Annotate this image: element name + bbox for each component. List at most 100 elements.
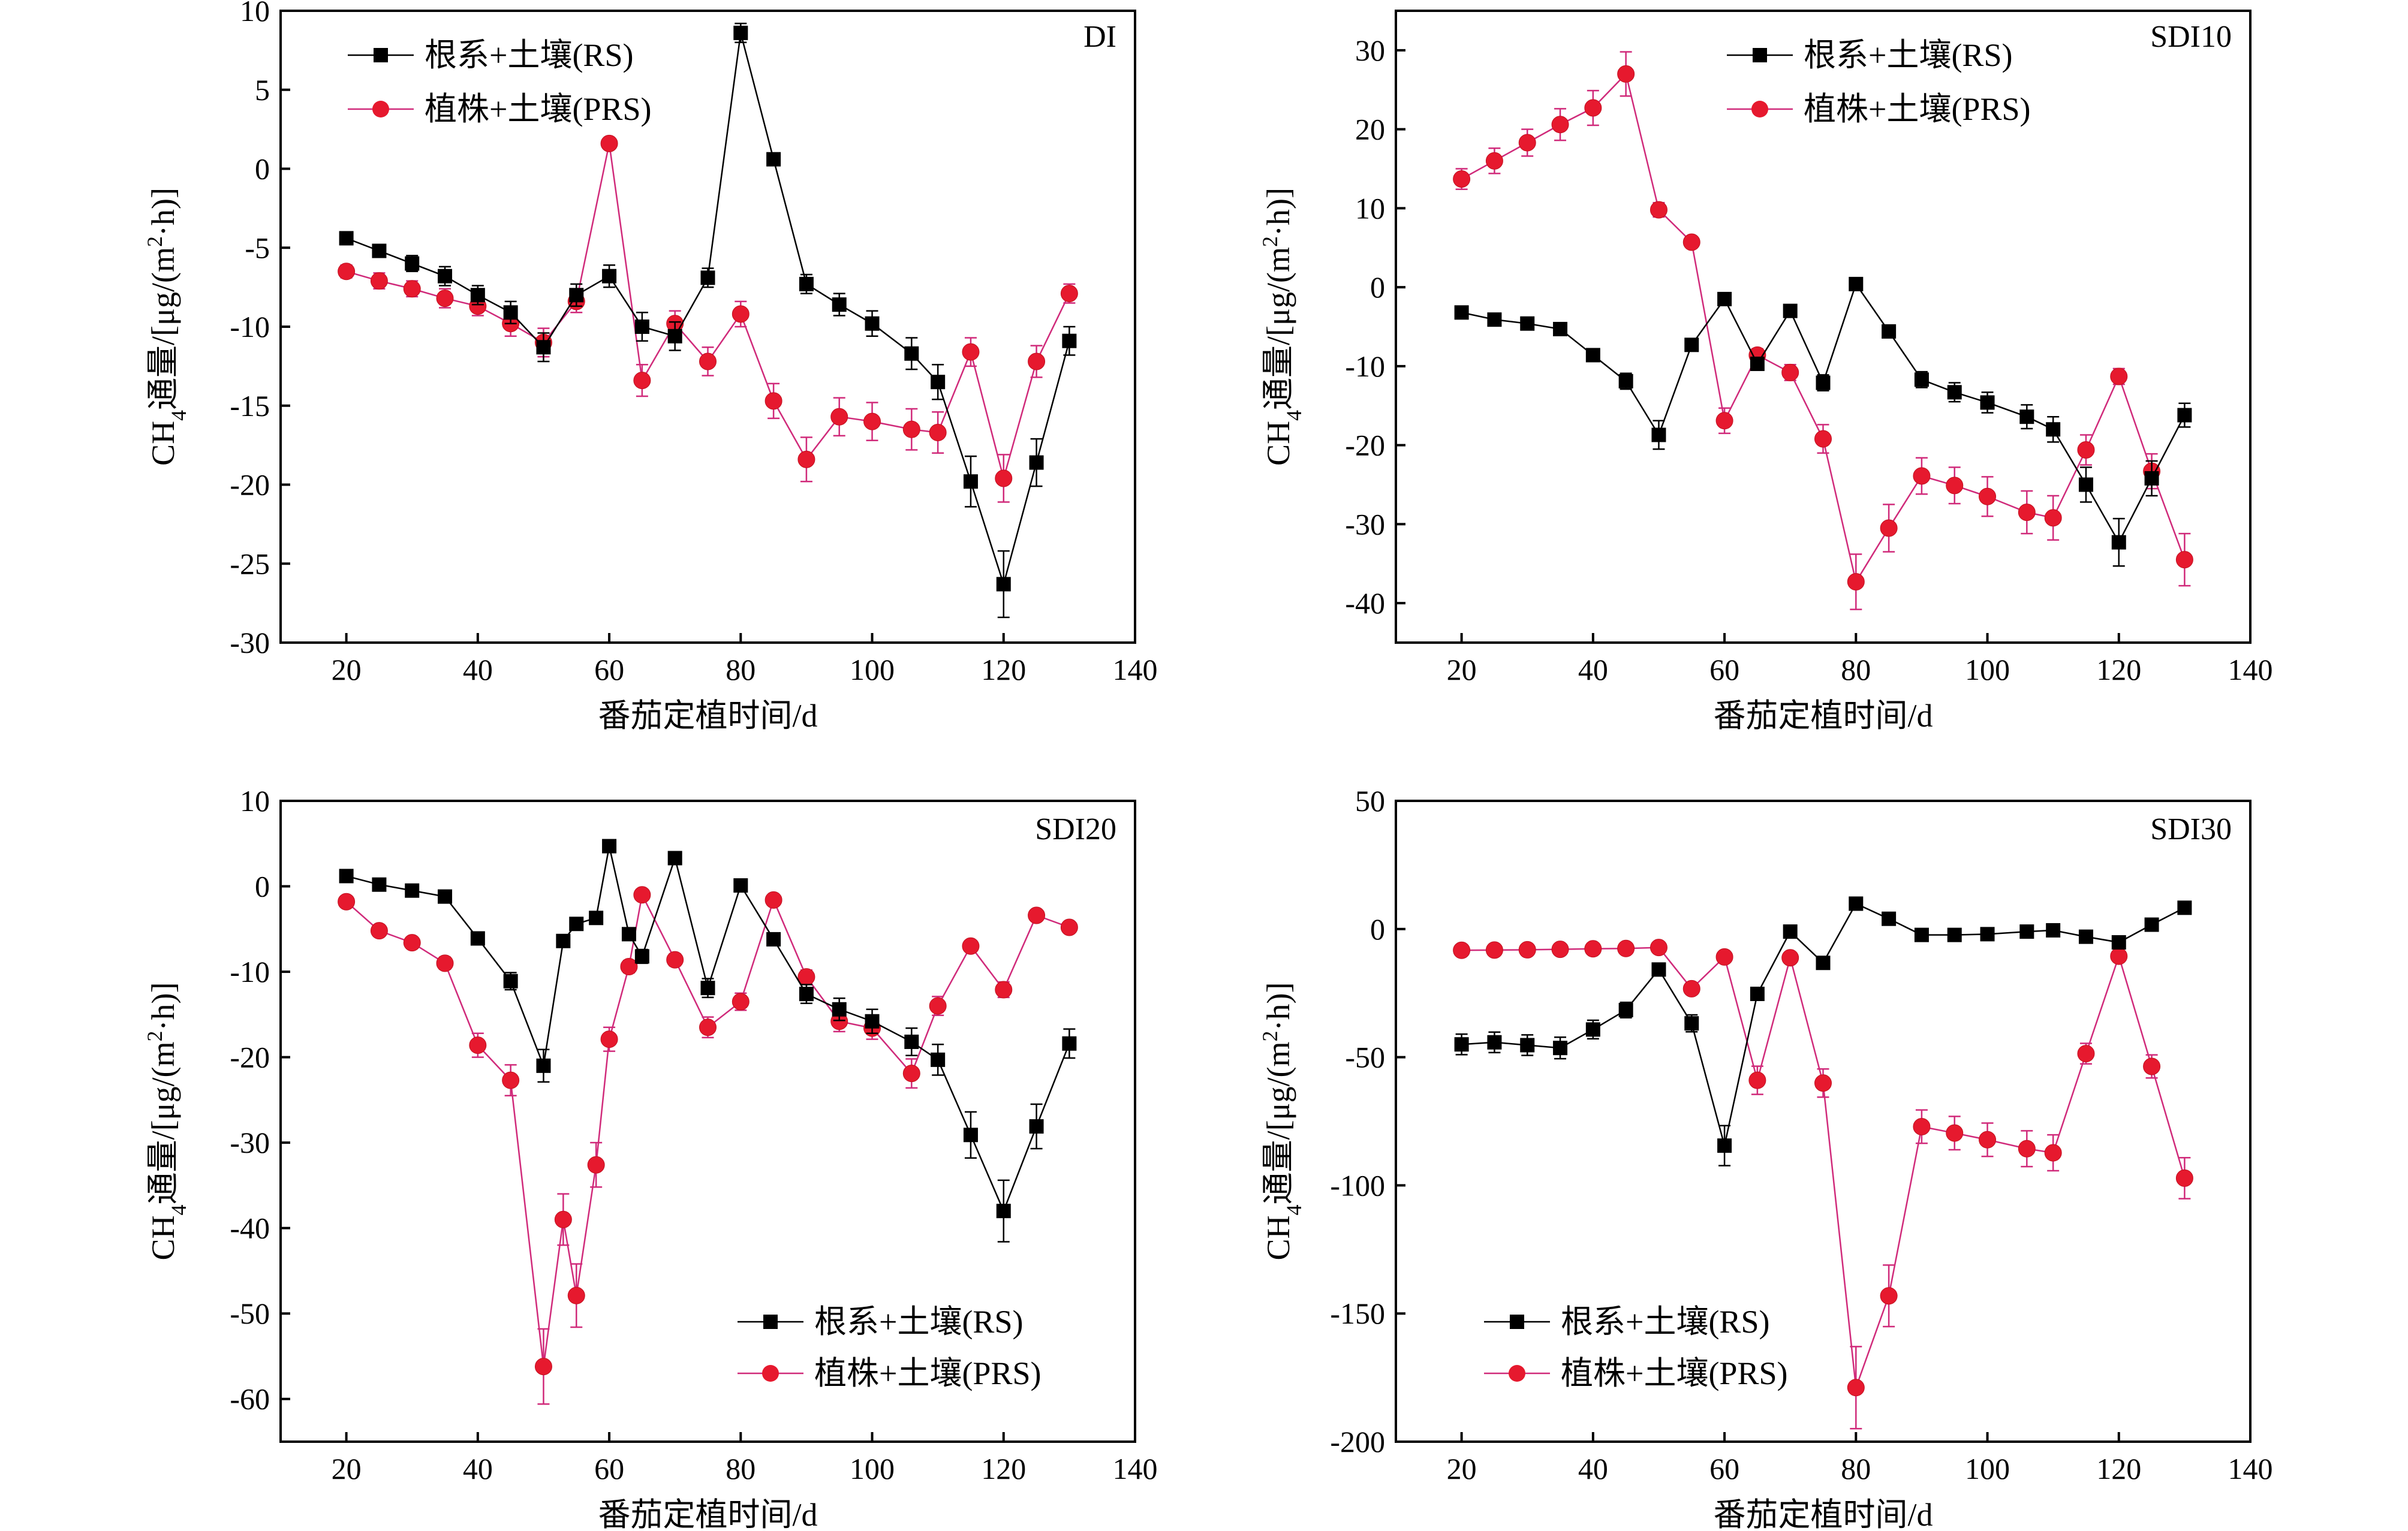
data-point-rs: [1454, 305, 1469, 320]
data-point-prs: [732, 993, 750, 1011]
data-point-rs: [832, 297, 847, 312]
y-tick-label: -40: [1345, 586, 1385, 620]
data-point-prs: [1551, 116, 1569, 134]
legend-label-rs: 根系+土壤(RS): [1804, 37, 2012, 73]
data-point-rs: [700, 981, 715, 996]
data-point-rs: [1914, 927, 1929, 942]
data-point-prs: [370, 272, 388, 290]
data-point-rs: [1651, 962, 1666, 977]
panel-label: SDI30: [2150, 812, 2232, 846]
data-point-rs: [1520, 316, 1535, 331]
y-tick-label: -10: [230, 955, 270, 988]
data-point-prs: [995, 469, 1013, 487]
data-point-prs: [1584, 99, 1602, 117]
x-tick-label: 60: [1709, 653, 1739, 686]
x-tick-label: 140: [2228, 653, 2273, 686]
data-point-rs: [569, 288, 584, 303]
data-point-rs: [700, 270, 715, 285]
data-point-rs: [1553, 321, 1568, 336]
legend-label-prs: 植株+土壤(PRS): [425, 91, 652, 127]
data-point-prs: [600, 1030, 618, 1048]
data-point-rs: [1947, 927, 1962, 942]
data-point-prs: [1617, 65, 1635, 83]
x-tick-label: 40: [1578, 653, 1608, 686]
data-point-rs: [1618, 1002, 1633, 1017]
data-point-prs: [1551, 941, 1569, 959]
x-tick-label: 60: [594, 1452, 624, 1485]
data-point-rs: [1062, 1036, 1077, 1051]
data-point-prs: [2110, 367, 2128, 385]
data-point-prs: [1979, 487, 1997, 505]
data-point-prs: [1518, 134, 1536, 152]
data-point-prs: [2143, 1057, 2161, 1075]
y-tick-label: -15: [230, 389, 270, 423]
data-point-prs: [764, 891, 782, 909]
data-point-rs: [1684, 337, 1699, 352]
data-point-rs: [602, 839, 617, 854]
series-line-prs: [346, 143, 1070, 481]
x-tick-label: 20: [1447, 1452, 1477, 1485]
data-point-prs: [1847, 573, 1865, 591]
data-point-rs: [1553, 1041, 1568, 1056]
legend-label-prs: 植株+土壤(PRS): [1804, 91, 2031, 127]
y-tick-label: 20: [1355, 113, 1385, 146]
data-point-rs: [2144, 471, 2159, 486]
data-point-rs: [1684, 1016, 1699, 1031]
data-point-prs: [1781, 363, 1799, 381]
y-tick-label: 10: [240, 784, 270, 818]
data-point-rs: [536, 340, 551, 355]
data-point-rs: [931, 375, 946, 390]
data-point-prs: [1946, 477, 1964, 495]
y-tick-label: 5: [255, 73, 270, 107]
y-tick-label: -40: [230, 1211, 270, 1245]
data-point-prs: [2077, 1045, 2095, 1063]
data-point-prs: [902, 420, 920, 438]
data-point-rs: [470, 288, 485, 303]
chart-panel-sdi10: 20 40 60 80 100 120 140 -40 -30 -20 -10 0 10 20 30 番茄定植…: [1258, 10, 2273, 734]
data-point-rs: [2078, 477, 2093, 492]
data-point-rs: [733, 25, 748, 40]
data-point-rs: [2111, 935, 2126, 950]
data-point-rs: [832, 1002, 847, 1017]
data-point-prs: [1453, 170, 1471, 188]
data-point-rs: [503, 305, 518, 320]
data-point-prs: [554, 1210, 572, 1228]
y-axis-title: CH4通量/[μg/(m2·h)]: [143, 188, 191, 466]
panel-label: SDI10: [2150, 20, 2232, 54]
x-tick-label: 80: [1841, 1452, 1871, 1485]
data-point-rs: [1618, 373, 1633, 388]
data-point-rs: [996, 1204, 1011, 1219]
data-point-rs: [438, 269, 453, 284]
x-tick-label: 60: [594, 653, 624, 686]
x-axis-title: 番茄定植时间/d: [598, 698, 817, 734]
data-point-rs: [766, 152, 781, 167]
legend: 根系+土壤(RS) 植株+土壤(PRS): [348, 37, 652, 127]
x-tick-label: 100: [850, 1452, 895, 1485]
data-point-prs: [1781, 949, 1799, 967]
data-point-rs: [2111, 535, 2126, 550]
series-rs: [339, 22, 1077, 619]
data-point-prs: [2018, 1140, 2036, 1158]
data-point-rs: [1980, 395, 1995, 410]
data-point-rs: [1029, 1119, 1044, 1134]
data-point-rs: [733, 878, 748, 893]
data-point-prs: [699, 352, 717, 370]
data-point-rs: [339, 869, 354, 884]
legend-label-rs: 根系+土壤(RS): [814, 1304, 1023, 1340]
data-point-rs: [372, 243, 387, 258]
data-point-rs: [904, 1034, 919, 1049]
data-point-prs: [1814, 430, 1832, 448]
data-point-rs: [1487, 1035, 1502, 1050]
data-point-prs: [600, 134, 618, 152]
y-tick-label: 0: [255, 870, 270, 903]
y-tick-label: 0: [255, 152, 270, 186]
x-tick-label: 100: [850, 653, 895, 686]
data-point-prs: [534, 1358, 552, 1376]
legend: 根系+土壤(RS) 植株+土壤(PRS): [738, 1304, 1042, 1391]
data-point-rs: [1585, 1022, 1600, 1037]
data-point-prs: [1979, 1131, 1997, 1149]
data-point-rs: [602, 269, 617, 284]
y-tick-label: -20: [230, 1041, 270, 1074]
data-point-prs: [587, 1156, 605, 1174]
legend-label-prs: 植株+土壤(PRS): [814, 1355, 1042, 1391]
